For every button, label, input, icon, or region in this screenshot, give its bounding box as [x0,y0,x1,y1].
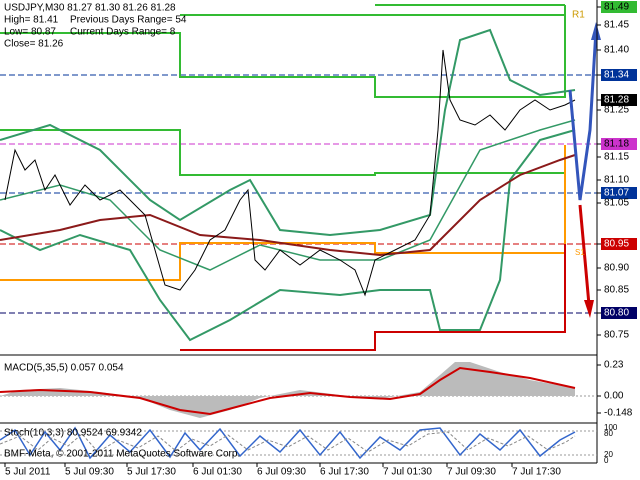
macd-histogram [0,362,575,418]
price-label: 81.25 [604,105,629,116]
price-box [601,238,637,250]
macd-label: MACD(5,35,5) 0.057 0.054 [4,363,124,374]
price-label: 81.07 [604,188,629,199]
time-label: 6 Jul 09:30 [257,467,306,478]
price-box [601,138,637,150]
price-label: 80.80 [604,308,629,319]
price-bars [4,49,576,297]
band-upper [0,28,576,237]
time-label: 5 Jul 17:30 [127,467,176,478]
stoch-axis-label: 20 [604,450,613,459]
price-label: 81.18 [604,139,629,150]
previous-range: Previous Days Range= 54 [70,15,187,26]
price-box [601,69,637,81]
time-label: 6 Jul 01:30 [193,467,242,478]
price-label: 80.85 [604,285,629,296]
stoch-panel [0,426,597,460]
price-label: 80.75 [604,330,629,341]
time-label: 7 Jul 09:30 [447,467,496,478]
stoch-axis-label: 100 [604,423,618,432]
stoch-signal [0,431,576,453]
band-middle [0,119,576,271]
price-box [601,307,637,319]
price-label: 81.28 [604,95,629,106]
support-line [0,129,565,176]
price-label: 81.49 [604,2,629,13]
arrowhead [584,300,594,318]
price-label: 81.05 [604,198,629,209]
symbol-line: USDJPY,M30 81.27 81.30 81.26 81.28 [4,3,176,14]
s1-label: S1 [575,248,585,257]
stoch-label: Stoch(10,3,3) 80.9524 69.9342 [4,428,142,439]
time-label: 5 Jul 09:30 [65,467,114,478]
macd-axis-label: 0.23 [604,360,624,371]
pivot-line [0,5,566,98]
price-box [601,187,637,199]
macd-axis-label: 0.00 [604,391,624,402]
low: Low= 80.87 [4,27,56,38]
price-label: 81.10 [604,175,629,186]
price-label: 80.90 [604,263,629,274]
s2-line [180,244,566,351]
high: High= 81.41 [4,15,59,26]
price-label: 81.34 [604,70,629,81]
price-label: 81.45 [604,20,629,31]
time-label: 7 Jul 17:30 [512,467,561,478]
price-box [601,94,637,106]
price-box [601,1,637,13]
main-panel [0,4,601,351]
r1-label: R1 [572,10,585,21]
price-label: 81.15 [604,152,629,163]
stoch-main [0,426,576,460]
forecast-down-arrow [578,204,591,306]
price-label: 80.95 [604,239,629,250]
time-label: 7 Jul 01:30 [383,467,432,478]
header: USDJPY,M30 81.27 81.30 81.26 81.28 High=… [4,3,187,50]
close: Close= 81.26 [4,39,64,50]
band-lower [0,129,576,342]
copyright: BMF-Meta, © 2001-2011 MetaQuotes Softwar… [4,449,240,460]
arrowhead [591,22,601,40]
price-label: 81.40 [604,45,629,56]
macd-signal [0,366,576,416]
moving-average [0,154,576,257]
stoch-axis-label: 0 [604,456,609,465]
time-label: 6 Jul 17:30 [320,467,369,478]
current-range: Current Days Range= 8 [70,27,176,38]
time-label: 5 Jul 2011 [5,467,51,478]
forecast-up-arrow [568,29,598,201]
macd-axis-label: -0.148 [604,408,633,419]
stoch-axis-label: 80 [604,429,613,438]
macd-panel [0,362,597,418]
